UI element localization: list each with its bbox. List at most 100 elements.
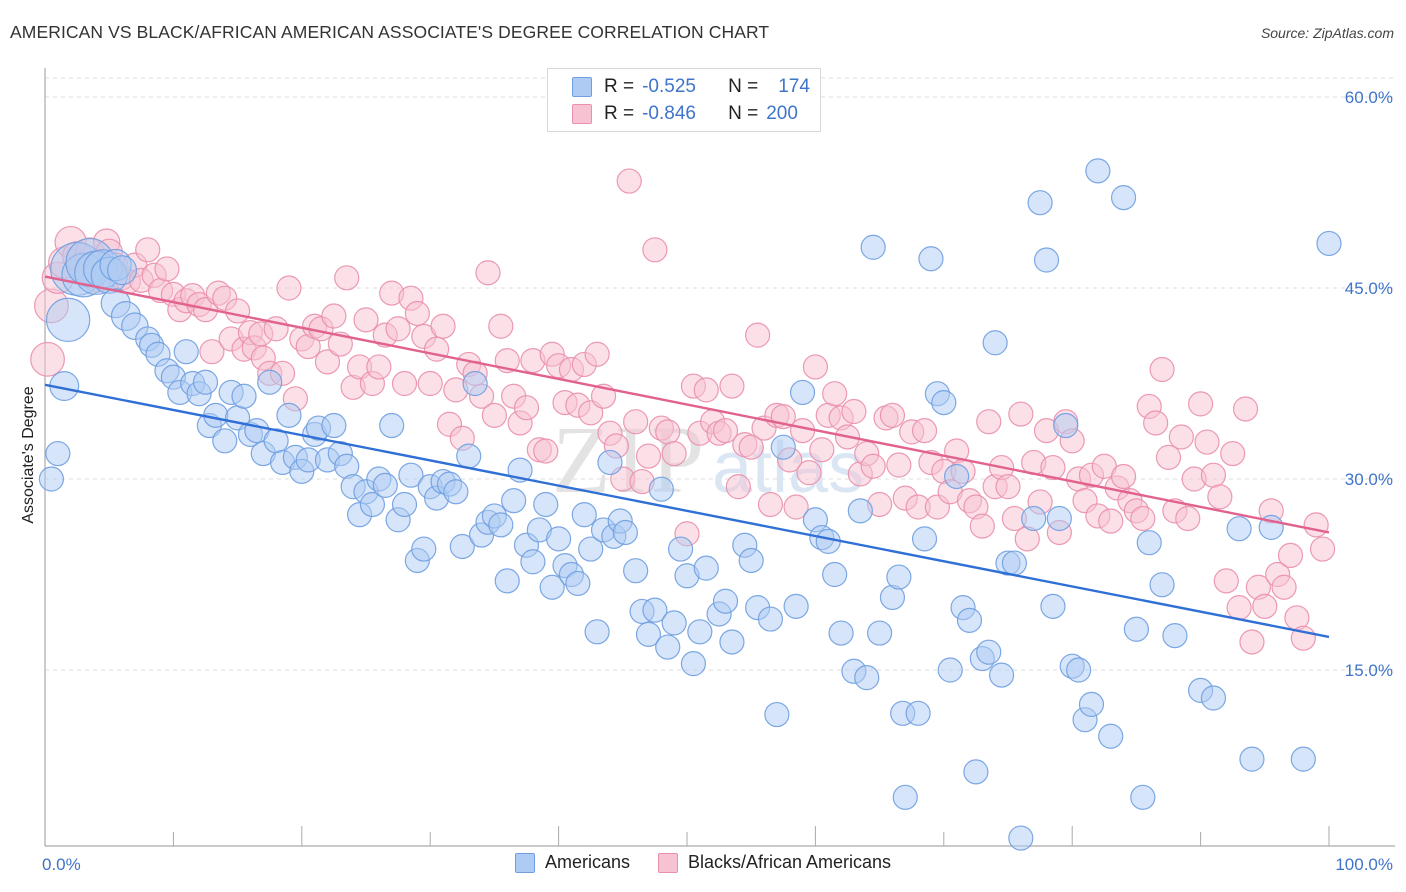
data-point bbox=[680, 651, 707, 677]
data-point bbox=[1200, 462, 1227, 488]
y-tick-label: 30.0% bbox=[1345, 470, 1393, 489]
data-point bbox=[976, 639, 1002, 665]
data-point bbox=[321, 303, 347, 329]
data-point bbox=[667, 536, 694, 562]
data-point bbox=[1066, 657, 1092, 683]
gridlines bbox=[45, 77, 1395, 671]
data-point bbox=[1110, 185, 1137, 211]
data-point bbox=[911, 418, 938, 444]
data-point bbox=[809, 437, 835, 463]
data-point bbox=[225, 298, 251, 324]
data-point bbox=[944, 463, 970, 490]
data-point bbox=[911, 526, 938, 552]
data-point bbox=[539, 574, 565, 600]
data-point bbox=[1226, 595, 1252, 621]
data-point bbox=[1271, 574, 1297, 600]
data-point bbox=[1309, 536, 1336, 562]
data-point bbox=[1207, 484, 1233, 510]
data-point bbox=[1033, 247, 1060, 273]
data-point bbox=[391, 491, 418, 518]
data-point bbox=[578, 536, 604, 562]
data-point bbox=[533, 491, 559, 518]
data-point bbox=[424, 336, 450, 362]
data-point bbox=[314, 349, 341, 375]
data-point bbox=[1232, 396, 1259, 422]
stats-legend: R = -0.525 N = 174 R = -0.846 N = 200 bbox=[547, 68, 821, 132]
data-point bbox=[417, 370, 443, 397]
data-point bbox=[1078, 691, 1105, 717]
data-point bbox=[879, 402, 906, 428]
legend-item-blacks-african-americans[interactable]: Blacks/African Americans bbox=[657, 852, 892, 873]
data-point bbox=[764, 701, 790, 728]
data-point bbox=[257, 369, 283, 395]
trend-line bbox=[44, 383, 1330, 639]
data-point bbox=[462, 370, 488, 397]
trend-line bbox=[44, 275, 1330, 534]
data-point bbox=[1130, 505, 1156, 532]
data-point bbox=[757, 491, 784, 518]
data-point bbox=[1008, 825, 1034, 851]
data-point bbox=[1027, 190, 1053, 216]
data-point bbox=[982, 330, 1008, 356]
x-tick-label: 0.0% bbox=[42, 855, 81, 874]
data-point bbox=[892, 784, 918, 810]
data-point bbox=[154, 256, 180, 282]
data-point bbox=[661, 610, 687, 636]
data-point bbox=[642, 597, 668, 623]
series-blacks-african-americans bbox=[30, 168, 1336, 655]
data-point bbox=[1277, 542, 1304, 569]
data-point bbox=[443, 479, 469, 505]
data-point bbox=[1085, 158, 1111, 184]
x-tick-label: 100.0% bbox=[1335, 855, 1393, 874]
data-point bbox=[969, 513, 995, 539]
data-point bbox=[854, 665, 880, 691]
trend-lines bbox=[44, 275, 1330, 639]
data-point bbox=[789, 379, 816, 406]
data-point bbox=[353, 307, 379, 333]
r-label: R = bbox=[604, 103, 635, 124]
data-point bbox=[173, 339, 199, 365]
data-point bbox=[1130, 784, 1156, 810]
data-point bbox=[481, 402, 507, 428]
data-point bbox=[565, 570, 591, 597]
data-point bbox=[635, 621, 662, 647]
data-point bbox=[520, 549, 546, 575]
data-point bbox=[783, 593, 809, 619]
data-point bbox=[430, 313, 456, 339]
americans-swatch bbox=[514, 852, 535, 873]
data-point bbox=[1098, 723, 1124, 749]
series-legend: Americans Blacks/African Americans bbox=[0, 852, 1406, 873]
data-point bbox=[359, 491, 386, 518]
data-point bbox=[828, 620, 854, 646]
data-point bbox=[655, 419, 681, 445]
blacks-swatch bbox=[657, 852, 678, 873]
data-point bbox=[203, 402, 229, 428]
n-value: 200 bbox=[766, 103, 798, 124]
data-point bbox=[475, 260, 501, 286]
data-point bbox=[1123, 616, 1150, 642]
legend-label: Blacks/African Americans bbox=[687, 852, 892, 872]
data-point bbox=[623, 409, 649, 435]
data-point bbox=[712, 418, 739, 444]
data-point bbox=[45, 297, 91, 343]
data-point bbox=[199, 339, 225, 365]
data-point bbox=[802, 354, 829, 380]
data-point bbox=[1252, 593, 1278, 619]
data-point bbox=[725, 474, 751, 500]
legend-item-americans[interactable]: Americans bbox=[514, 852, 630, 873]
data-point bbox=[745, 322, 771, 348]
americans-swatch bbox=[572, 77, 592, 97]
data-point bbox=[545, 526, 572, 552]
data-point bbox=[1098, 508, 1124, 534]
data-point bbox=[1053, 412, 1079, 439]
data-point bbox=[687, 619, 713, 645]
data-point bbox=[107, 255, 138, 286]
data-point bbox=[822, 561, 848, 588]
data-point bbox=[38, 466, 65, 492]
data-point bbox=[1021, 505, 1047, 532]
data-point bbox=[1143, 410, 1169, 436]
data-point bbox=[571, 502, 597, 528]
r-value: -0.525 bbox=[642, 76, 696, 97]
data-point bbox=[488, 313, 514, 339]
data-point bbox=[1001, 550, 1028, 576]
